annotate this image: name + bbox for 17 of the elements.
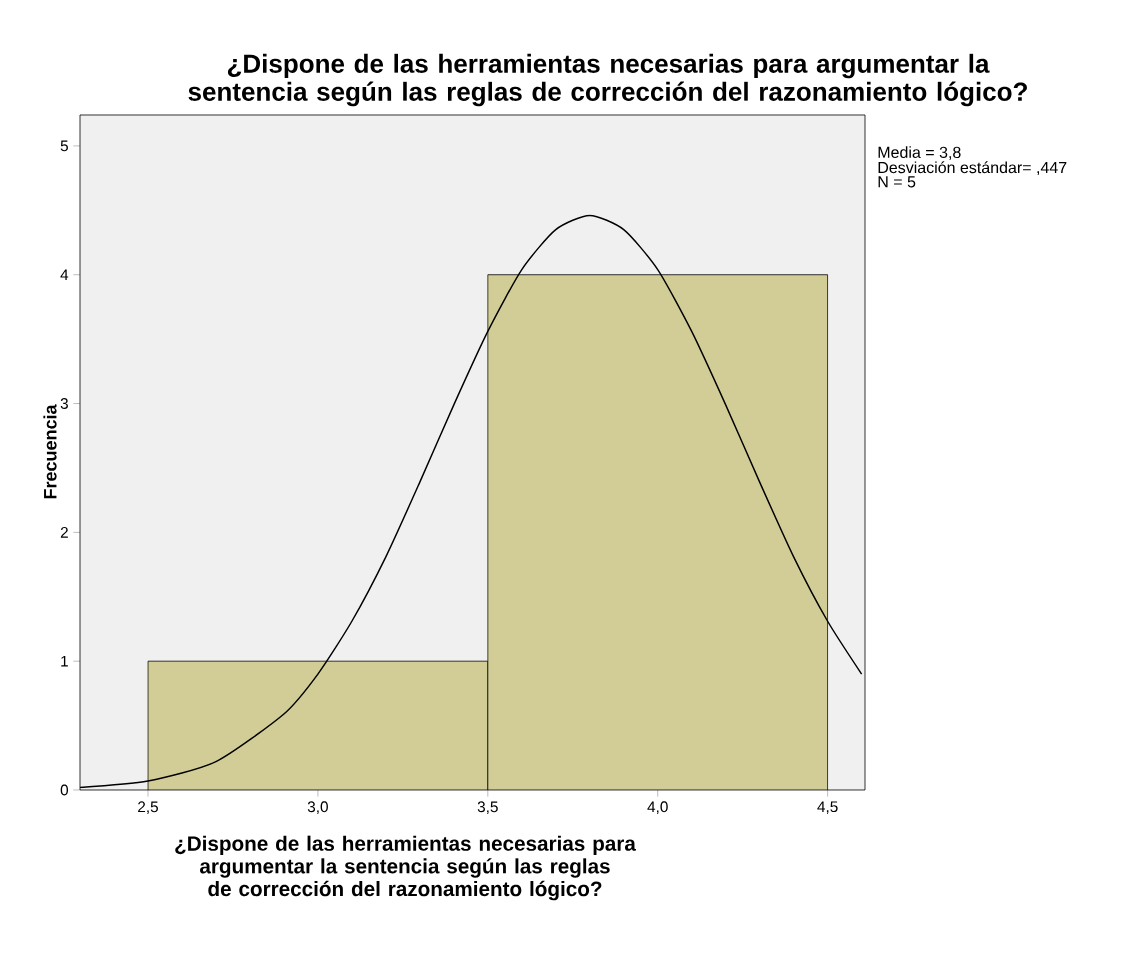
x-tick-label: 4,5 (817, 801, 838, 814)
y-tick-label: 4 (60, 269, 69, 280)
y-tick-label: 3 (60, 398, 68, 409)
y-tick-label: 5 (60, 140, 68, 152)
x-axis-title: ¿Dispone de las herramientas necesarias para argumentar la sentencia según las reglas de corrección del razonamiento lógico? (175, 835, 636, 901)
y-tick-label: 1 (61, 655, 68, 667)
x-tick-label: 4,0 (647, 801, 668, 815)
text: N = 5 (878, 176, 916, 188)
text: Desviación estándar= ,447 (878, 161, 1067, 176)
x-tick-label: 3,0 (307, 801, 328, 815)
y-tick-label: 2 (60, 527, 68, 538)
y-axis-title: Frecuencia (43, 404, 57, 499)
x-tick-label: 2,5 (138, 801, 158, 815)
text: Media = 3,8 (878, 146, 961, 160)
chart-title: ¿Dispone de las herramientas necesarias para argumentar la sentencia según las reglas de corrección del razonamiento lógico? (188, 53, 1027, 107)
y-tick-label: 0 (60, 784, 69, 796)
x-tick-label: 3,5 (477, 801, 498, 815)
